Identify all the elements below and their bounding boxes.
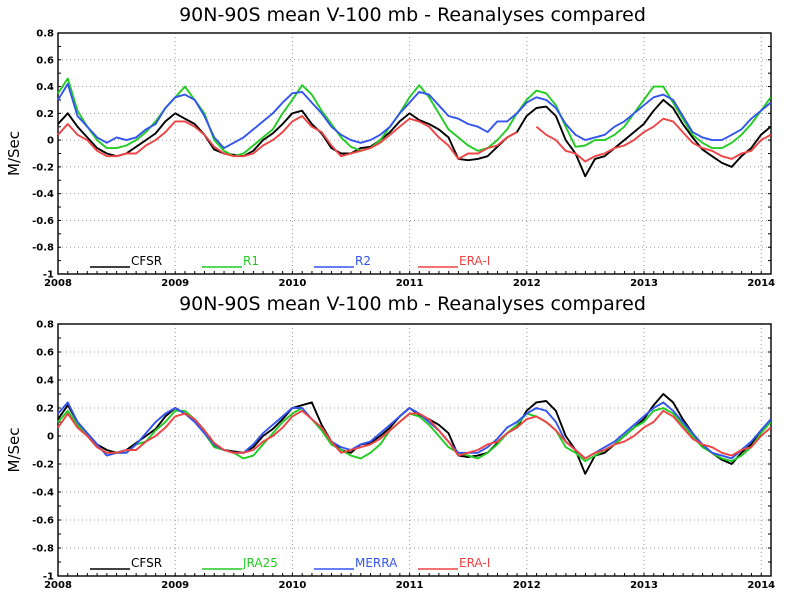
series-path	[57, 401, 772, 460]
series-era-i-line	[57, 409, 772, 460]
y-tick-label: 0.4	[36, 82, 54, 93]
series-r1-line	[57, 77, 772, 158]
series-path	[57, 82, 772, 150]
x-tick-label: 2014	[747, 580, 775, 591]
series-cfsr-line	[57, 98, 772, 178]
y-tick-label: 0	[47, 432, 54, 443]
chart-panel-2: 90N-90S mean V-100 mb - Reanalyses compa…	[5, 293, 775, 591]
plot-frame	[57, 32, 772, 275]
y-tick-label: 0	[47, 136, 54, 147]
y-tick-label: 0.6	[36, 348, 54, 359]
y-tick-label: 0.8	[36, 320, 54, 331]
series-era-i-line	[57, 115, 772, 163]
y-tick-label: -0.6	[32, 216, 54, 227]
legend-label: JRA25	[242, 556, 278, 570]
legend-label: CFSR	[131, 556, 162, 570]
series-path	[57, 98, 772, 178]
y-tick-label: 0.2	[36, 404, 54, 415]
gridlines	[58, 324, 771, 576]
x-tick-label: 2010	[278, 278, 306, 289]
x-tick-label: 2009	[161, 278, 189, 289]
x-tick-label: 2008	[44, 278, 72, 289]
y-tick-label: -0.2	[32, 162, 54, 173]
legend: CFSR R1 R2 ERA-I	[90, 254, 490, 268]
y-axis-label: M/Sec	[5, 428, 23, 473]
y-tick-label: -1	[43, 270, 54, 281]
series-merra-line	[57, 401, 772, 460]
series-path	[57, 409, 772, 460]
x-tick-label: 2009	[161, 580, 189, 591]
series-path	[57, 115, 772, 163]
gridlines	[58, 33, 771, 274]
x-tick-label: 2011	[396, 278, 424, 289]
series-jra25-line	[57, 407, 772, 463]
x-tick-label: 2012	[513, 278, 541, 289]
legend-label: R1	[243, 254, 259, 268]
axis-ticks	[57, 32, 772, 275]
y-tick-label: -0.2	[32, 460, 54, 471]
chart-title: 90N-90S mean V-100 mb - Reanalyses compa…	[179, 293, 646, 315]
legend-label: R2	[355, 254, 371, 268]
legend-label: ERA-I	[459, 254, 490, 268]
x-tick-label: 2010	[278, 580, 306, 591]
y-tick-label: 0.6	[36, 55, 54, 66]
chart-title: 90N-90S mean V-100 mb - Reanalyses compa…	[179, 4, 646, 26]
legend-label: MERRA	[355, 556, 398, 570]
y-tick-label: -0.8	[32, 544, 54, 555]
y-tick-label: -1	[43, 572, 54, 583]
legend-label: CFSR	[131, 254, 162, 268]
x-tick-label: 2013	[630, 580, 658, 591]
y-tick-label: -0.4	[32, 189, 54, 200]
x-tick-label: 2014	[747, 278, 775, 289]
y-tick-label: -0.4	[32, 488, 54, 499]
series-path	[57, 407, 772, 463]
x-tick-label: 2011	[396, 580, 424, 591]
series-cfsr-line	[57, 393, 772, 475]
legend-label: ERA-I	[459, 556, 490, 570]
x-tick-label: 2008	[44, 580, 72, 591]
series-r2-line	[57, 82, 772, 150]
axis-ticks	[57, 323, 772, 577]
y-tick-label: -0.6	[32, 516, 54, 527]
y-tick-label: 0.2	[36, 109, 54, 120]
y-tick-label: -0.8	[32, 243, 54, 254]
x-tick-label: 2013	[630, 278, 658, 289]
legend: CFSR JRA25 MERRA ERA-I	[90, 556, 490, 570]
series-path	[57, 77, 772, 158]
y-tick-label: 0.8	[36, 29, 54, 40]
x-tick-label: 2012	[513, 580, 541, 591]
y-axis-label: M/Sec	[5, 131, 23, 176]
series-path	[57, 393, 772, 475]
plot-frame	[57, 323, 772, 577]
y-tick-label: 0.4	[36, 376, 54, 387]
chart-panel-1: 90N-90S mean V-100 mb - Reanalyses compa…	[5, 4, 775, 289]
